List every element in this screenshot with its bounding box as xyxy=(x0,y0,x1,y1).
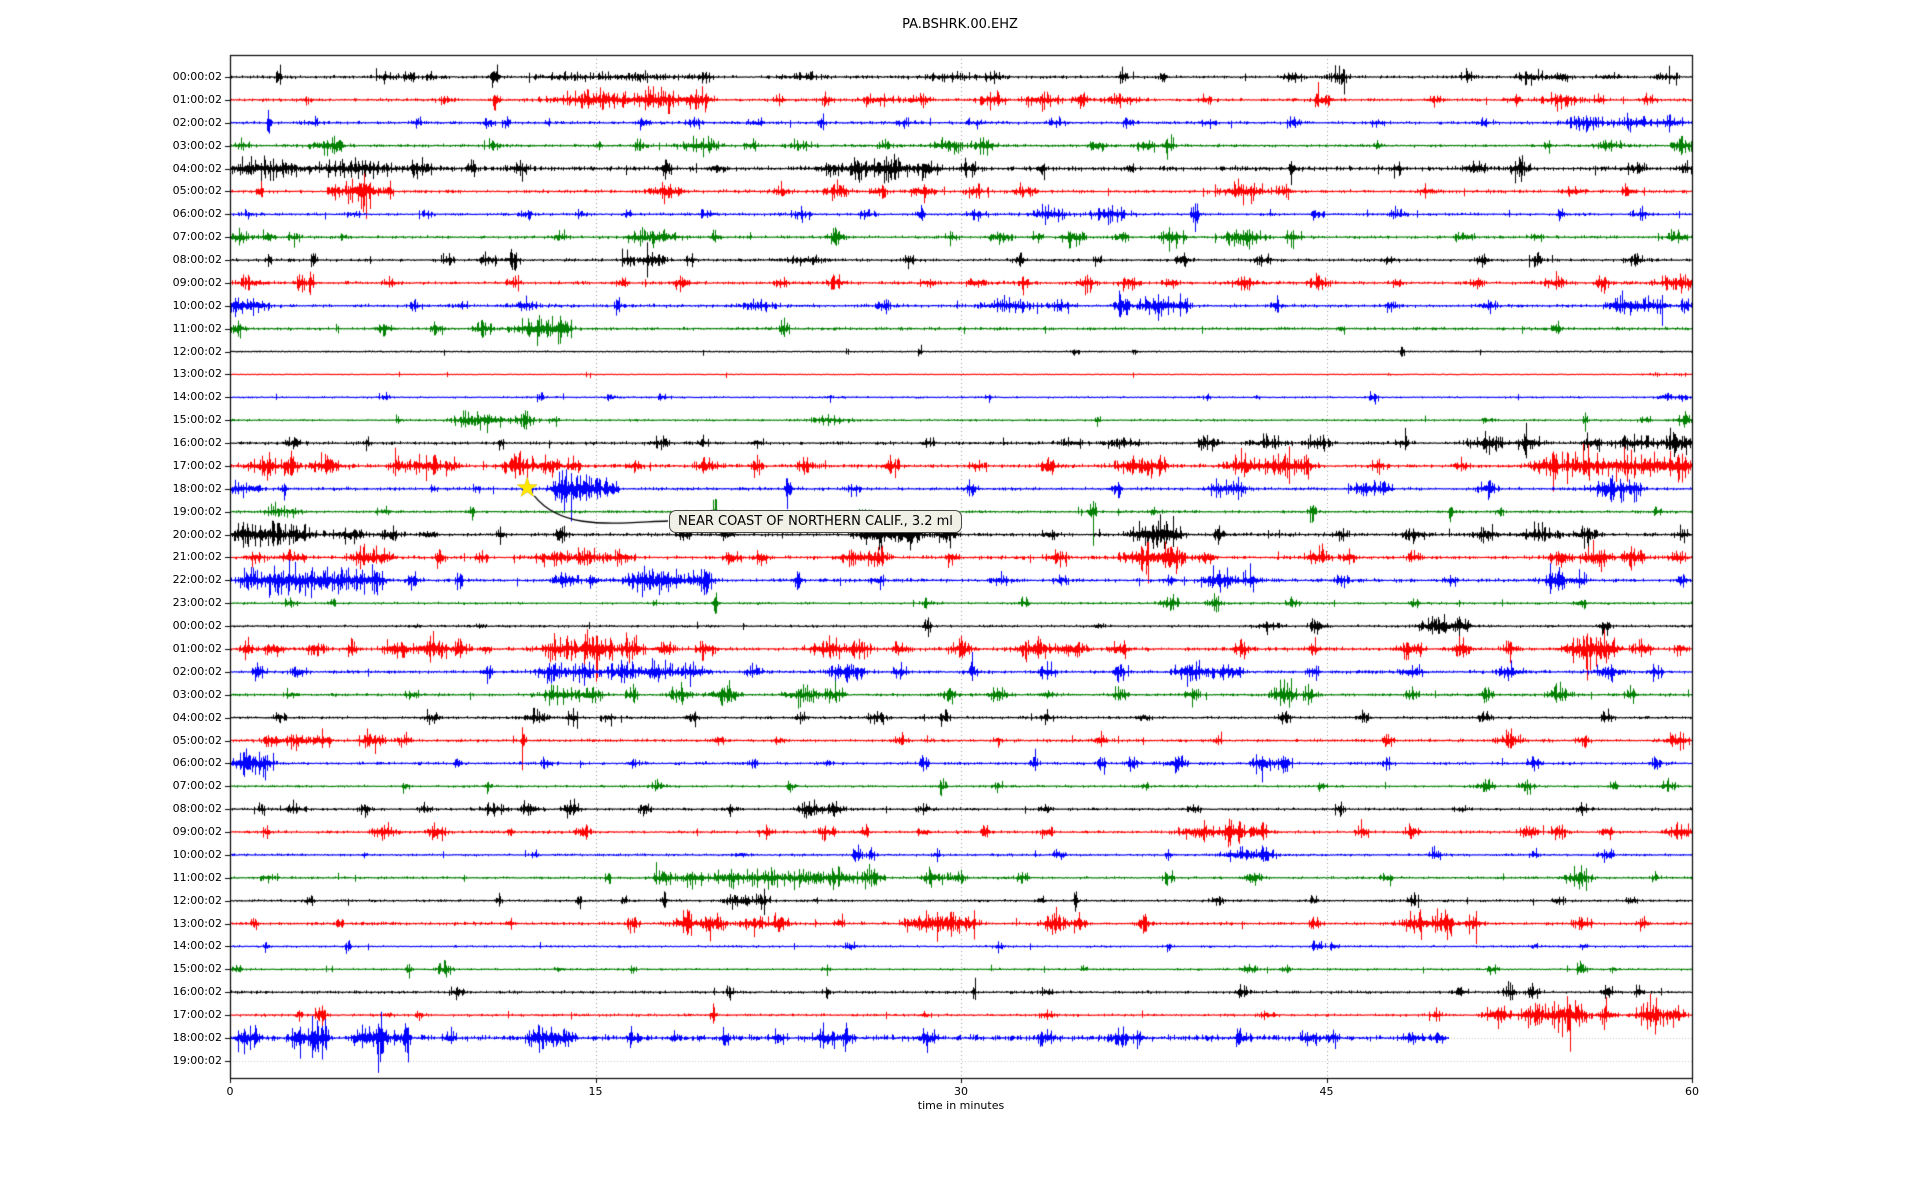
y-axis-label: 13:00:02 xyxy=(172,916,222,930)
y-axis-label: 03:00:02 xyxy=(172,138,222,152)
y-axis-label: 16:00:02 xyxy=(172,985,222,999)
y-axis-label: 05:00:02 xyxy=(172,733,222,747)
y-axis-label: 04:00:02 xyxy=(172,710,222,724)
y-axis-label: 17:00:02 xyxy=(172,1008,222,1022)
y-axis-label: 23:00:02 xyxy=(172,596,222,610)
y-axis-label: 15:00:02 xyxy=(172,413,222,427)
y-axis-label: 17:00:02 xyxy=(172,458,222,472)
y-axis-label: 11:00:02 xyxy=(172,321,222,335)
y-axis-label: 10:00:02 xyxy=(172,298,222,312)
y-axis-label: 11:00:02 xyxy=(172,870,222,884)
x-axis-tick-label: 15 xyxy=(588,1085,603,1098)
x-axis-tick-label: 60 xyxy=(1685,1085,1699,1098)
y-axis-label: 14:00:02 xyxy=(172,939,222,953)
y-axis-label: 07:00:02 xyxy=(172,230,222,244)
y-axis-label: 09:00:02 xyxy=(172,275,222,289)
y-axis-label: 08:00:02 xyxy=(172,802,222,816)
y-axis-label: 06:00:02 xyxy=(172,207,222,221)
y-axis-label: 09:00:02 xyxy=(172,825,222,839)
x-axis-tick-label: 45 xyxy=(1319,1085,1334,1098)
y-axis-label: 22:00:02 xyxy=(172,573,222,587)
y-axis-label: 12:00:02 xyxy=(172,893,222,907)
y-axis-label: 03:00:02 xyxy=(172,687,222,701)
y-axis-label: 18:00:02 xyxy=(172,481,222,495)
y-axis-label: 00:00:02 xyxy=(172,619,222,633)
y-axis-label: 16:00:02 xyxy=(172,436,222,450)
y-axis-label: 01:00:02 xyxy=(172,642,222,655)
x-axis-tick-label: 30 xyxy=(954,1085,968,1098)
y-axis-label: 12:00:02 xyxy=(172,344,222,358)
x-axis-tick-label: 0 xyxy=(226,1085,234,1098)
y-axis-label: 10:00:02 xyxy=(172,847,222,861)
y-axis-label: 05:00:02 xyxy=(172,184,222,198)
y-axis-label: 21:00:02 xyxy=(172,550,222,564)
y-axis-label: 20:00:02 xyxy=(172,527,222,541)
y-axis-label: 04:00:02 xyxy=(172,161,222,175)
y-axis-label: 07:00:02 xyxy=(172,779,222,793)
y-axis-label: 01:00:02 xyxy=(172,92,222,106)
y-axis-label: 19:00:02 xyxy=(172,504,222,518)
y-axis-label: 13:00:02 xyxy=(172,367,222,381)
y-axis-label: 02:00:02 xyxy=(172,115,222,129)
y-axis-label: 08:00:02 xyxy=(172,253,222,267)
y-axis-label: 02:00:02 xyxy=(172,664,222,678)
y-axis-label: 19:00:02 xyxy=(172,1053,222,1067)
y-axis-label: 06:00:02 xyxy=(172,756,222,770)
annotation-callout: NEAR COAST OF NORTHERN CALIF., 3.2 ml xyxy=(669,510,962,533)
event-star-icon: ★ xyxy=(515,472,540,504)
y-axis-label: 18:00:02 xyxy=(172,1030,222,1044)
y-axis-label: 00:00:02 xyxy=(172,70,222,83)
plot-title: PA.BSHRK.00.EHZ xyxy=(902,17,1018,32)
y-axis-label: 14:00:02 xyxy=(172,390,222,404)
y-axis-label: 15:00:02 xyxy=(172,962,222,976)
x-axis-title: time in minutes xyxy=(917,1099,1005,1112)
